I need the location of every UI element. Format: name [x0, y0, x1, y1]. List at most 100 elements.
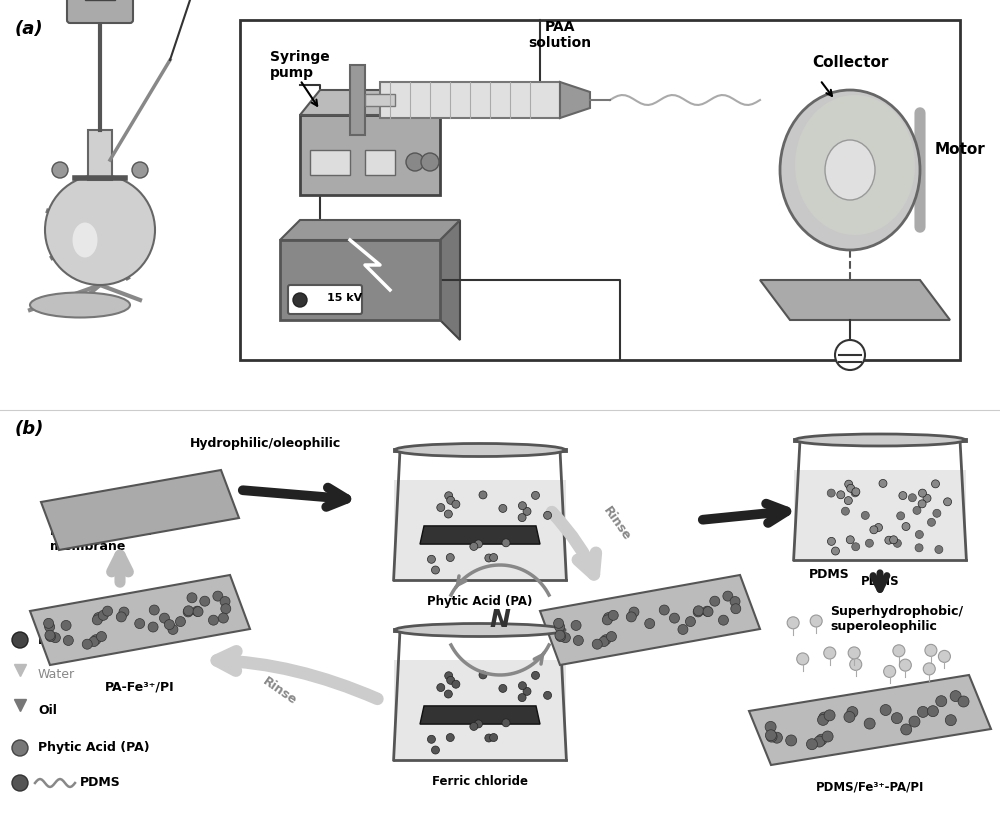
FancyBboxPatch shape	[67, 0, 133, 23]
Circle shape	[499, 685, 507, 692]
Polygon shape	[560, 82, 590, 118]
Circle shape	[824, 647, 836, 659]
Text: Fe³⁺: Fe³⁺	[38, 633, 67, 647]
Circle shape	[523, 507, 531, 516]
Text: Phytic Acid (PA): Phytic Acid (PA)	[427, 595, 533, 608]
Circle shape	[474, 720, 482, 728]
Circle shape	[437, 684, 445, 691]
Circle shape	[421, 153, 439, 171]
Polygon shape	[540, 575, 760, 665]
Text: PDMS: PDMS	[809, 569, 850, 581]
Circle shape	[470, 543, 478, 550]
Circle shape	[518, 682, 526, 690]
Circle shape	[187, 593, 197, 603]
Circle shape	[606, 632, 616, 642]
Circle shape	[897, 512, 905, 520]
Circle shape	[765, 722, 776, 732]
Circle shape	[861, 512, 869, 519]
Circle shape	[908, 494, 916, 501]
Polygon shape	[420, 526, 540, 544]
Circle shape	[490, 554, 498, 561]
Ellipse shape	[30, 292, 130, 318]
Circle shape	[602, 615, 612, 625]
Polygon shape	[420, 706, 540, 724]
Circle shape	[490, 733, 498, 742]
Circle shape	[851, 489, 859, 497]
Circle shape	[950, 690, 961, 701]
Circle shape	[901, 724, 912, 735]
Circle shape	[148, 622, 158, 632]
Text: Rinse: Rinse	[600, 504, 633, 543]
Circle shape	[444, 690, 452, 698]
Ellipse shape	[780, 90, 920, 250]
Circle shape	[544, 691, 552, 700]
Circle shape	[847, 706, 858, 717]
Circle shape	[771, 732, 782, 743]
Text: Oil: Oil	[38, 704, 57, 717]
Circle shape	[765, 730, 776, 741]
Circle shape	[913, 507, 921, 514]
Ellipse shape	[395, 623, 565, 637]
Circle shape	[935, 545, 943, 554]
Text: 15 kV: 15 kV	[327, 293, 363, 303]
Circle shape	[116, 612, 126, 622]
Circle shape	[213, 591, 223, 601]
Text: Motor: Motor	[935, 143, 986, 157]
Circle shape	[844, 496, 852, 505]
Circle shape	[694, 606, 704, 616]
Circle shape	[645, 618, 655, 628]
Circle shape	[885, 536, 893, 544]
Circle shape	[931, 480, 939, 488]
Circle shape	[702, 606, 712, 617]
Circle shape	[806, 738, 817, 749]
Circle shape	[437, 503, 445, 512]
Circle shape	[938, 650, 950, 663]
Circle shape	[96, 632, 106, 642]
Circle shape	[45, 175, 155, 285]
Circle shape	[447, 676, 455, 685]
Circle shape	[431, 566, 439, 574]
Circle shape	[927, 518, 935, 527]
Circle shape	[135, 618, 145, 628]
Circle shape	[93, 612, 103, 622]
Circle shape	[918, 500, 926, 508]
Circle shape	[626, 612, 636, 622]
Circle shape	[544, 512, 552, 519]
Ellipse shape	[395, 444, 565, 456]
Circle shape	[880, 705, 891, 716]
Circle shape	[502, 538, 510, 547]
Bar	[280, 240, 440, 320]
Polygon shape	[440, 220, 460, 340]
Circle shape	[554, 618, 564, 628]
Circle shape	[502, 719, 510, 727]
Circle shape	[479, 671, 487, 679]
Circle shape	[918, 489, 926, 497]
Circle shape	[184, 606, 194, 616]
Circle shape	[168, 624, 178, 634]
Text: Syringe
pump: Syringe pump	[270, 50, 330, 80]
Circle shape	[556, 632, 566, 642]
Circle shape	[98, 611, 108, 620]
Bar	[300, 115, 440, 195]
Circle shape	[864, 718, 875, 729]
Circle shape	[822, 731, 833, 742]
Circle shape	[669, 613, 679, 623]
Circle shape	[452, 680, 460, 688]
Circle shape	[444, 510, 452, 518]
Text: Hydrophilic/oleophilic: Hydrophilic/oleophilic	[190, 437, 341, 450]
Text: (a): (a)	[15, 20, 44, 38]
Circle shape	[703, 606, 713, 617]
Circle shape	[518, 694, 526, 701]
Circle shape	[50, 633, 60, 643]
Circle shape	[45, 622, 55, 632]
Bar	[394, 480, 566, 580]
Circle shape	[523, 687, 531, 696]
Circle shape	[92, 615, 102, 625]
Bar	[350, 65, 365, 135]
Circle shape	[474, 540, 482, 548]
Circle shape	[814, 736, 825, 747]
Circle shape	[103, 606, 113, 616]
Circle shape	[220, 596, 230, 606]
Circle shape	[485, 554, 493, 562]
Circle shape	[445, 491, 453, 500]
